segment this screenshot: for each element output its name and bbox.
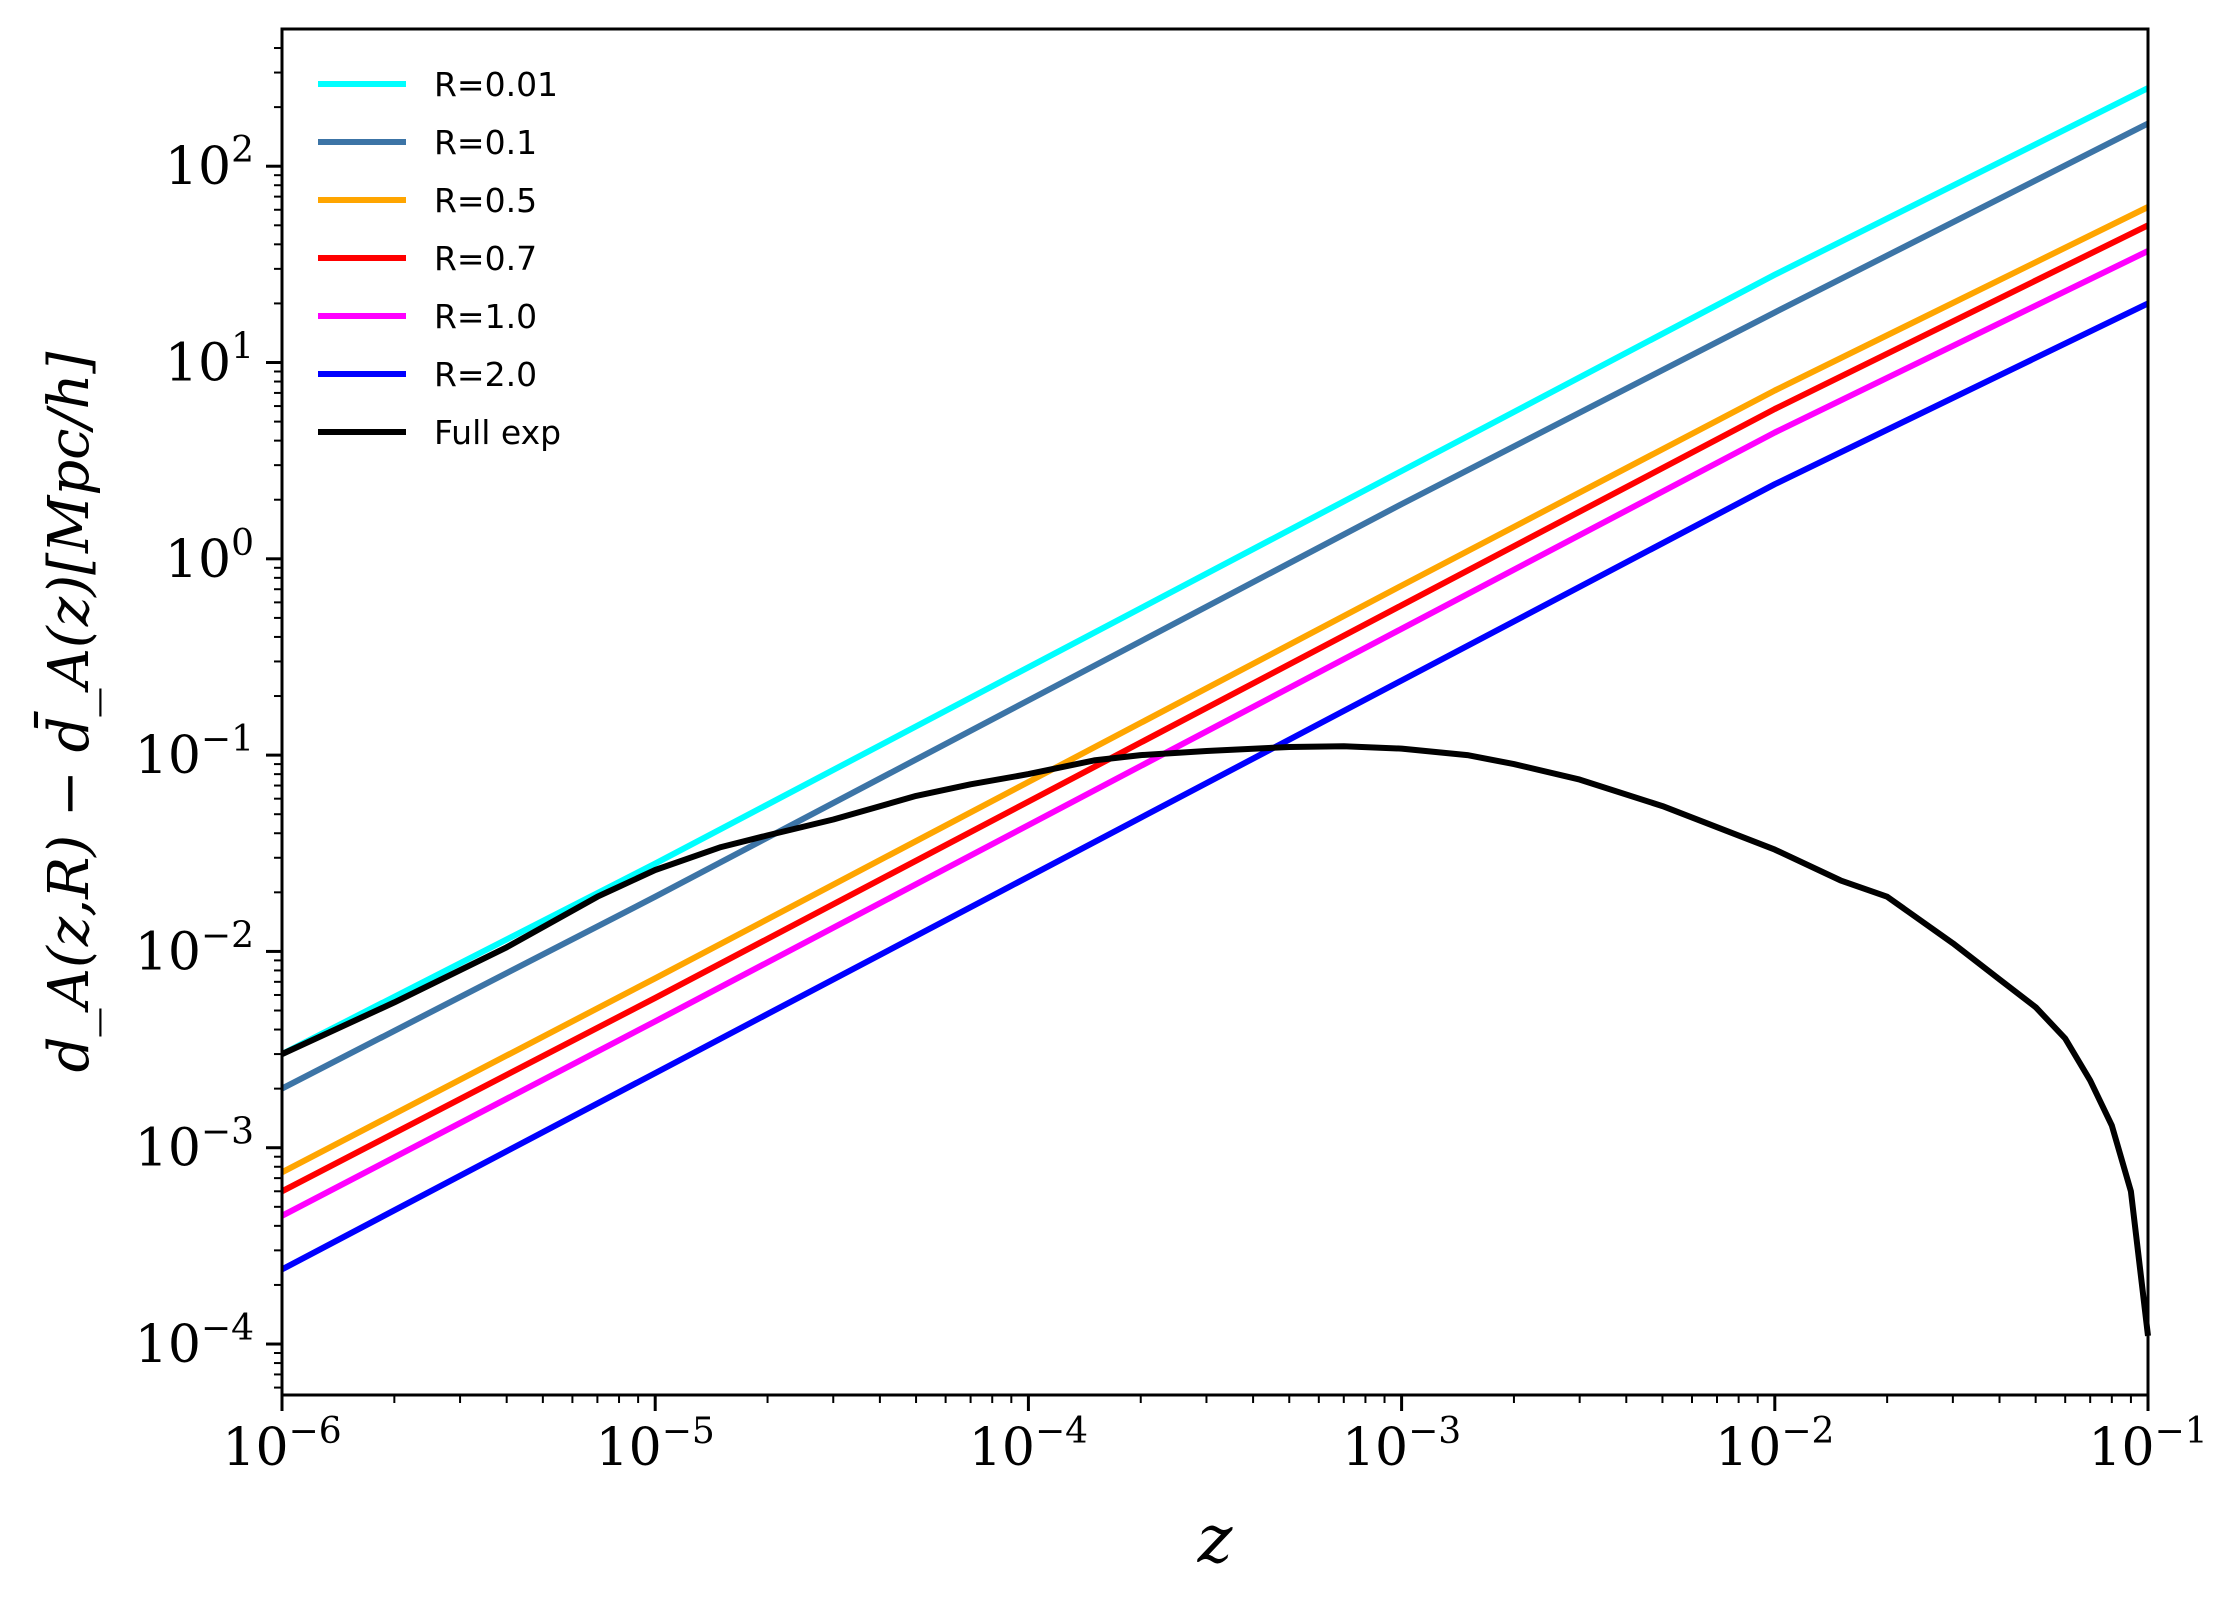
x-axis-label: z xyxy=(1197,1501,1234,1578)
series-line-6 xyxy=(280,743,2151,1337)
x-tick-label-3: 10−3 xyxy=(1342,1411,1461,1478)
y-axis-label: d_A(z,R) − d̄_A(z)[Mpc/h] xyxy=(33,352,102,1073)
series-line-5 xyxy=(280,300,2150,1273)
legend-label-5: R=2.0 xyxy=(434,355,537,394)
x-tick-label-0: 10−6 xyxy=(222,1411,341,1478)
y-tick-label-4: 100 xyxy=(165,523,254,590)
y-tick-label-0: 10−4 xyxy=(135,1308,254,1375)
series-line-1 xyxy=(280,120,2150,1092)
series-layer xyxy=(280,85,2151,1337)
y-tick-label-3: 10−1 xyxy=(135,719,254,786)
legend-label-2: R=0.5 xyxy=(434,181,537,220)
legend-label-6: Full exp xyxy=(434,413,561,452)
legend-label-0: R=0.01 xyxy=(434,65,558,104)
legend-label-1: R=0.1 xyxy=(434,123,537,162)
series-line-0 xyxy=(280,85,2150,1057)
y-tick-label-2: 10−2 xyxy=(135,915,254,982)
y-tick-label-6: 102 xyxy=(165,130,254,197)
y-tick-label-5: 101 xyxy=(165,327,254,394)
x-tick-label-1: 10−5 xyxy=(596,1411,715,1478)
x-tick-label-5: 10−1 xyxy=(2088,1411,2207,1478)
legend: R=0.01 R=0.1 R=0.5 R=0.7 R=1.0 R=2.0 Full exp xyxy=(318,65,561,452)
x-tick-label-4: 10−2 xyxy=(1715,1411,1834,1478)
legend-label-3: R=0.7 xyxy=(434,239,537,278)
series-line-4 xyxy=(280,248,2150,1219)
series-line-3 xyxy=(280,222,2150,1194)
plot-frame xyxy=(280,27,2150,1397)
legend-label-4: R=1.0 xyxy=(434,297,537,336)
y-tick-label-1: 10−3 xyxy=(135,1112,254,1179)
series-line-2 xyxy=(280,204,2150,1175)
ticks-layer: 10−6 10−5 10−4 10−3 10−2 10−1 10−4 10−3 10−2 10−1… xyxy=(135,47,2208,1478)
x-tick-label-2: 10−4 xyxy=(969,1411,1088,1478)
